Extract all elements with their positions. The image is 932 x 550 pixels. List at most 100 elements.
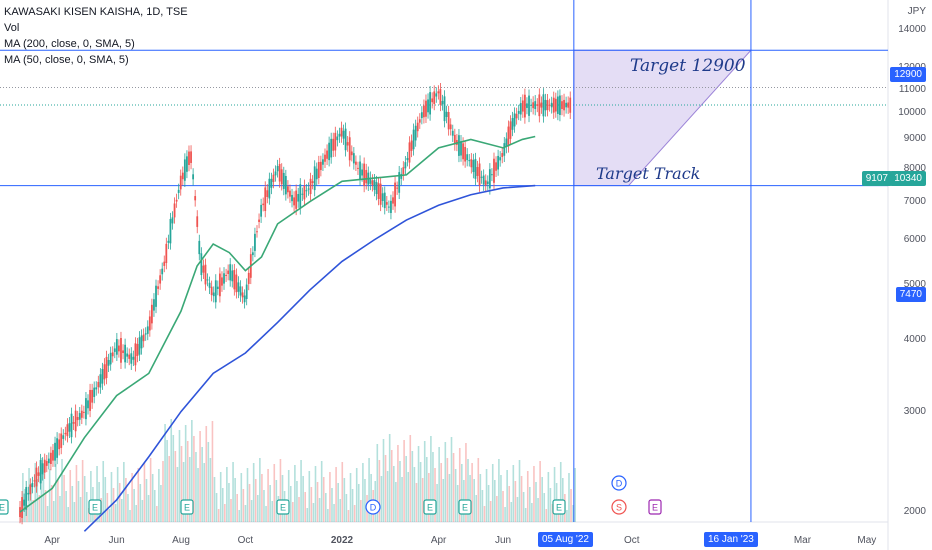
legend-ma50[interactable]: MA (50, close, 0, SMA, 5) bbox=[4, 54, 129, 66]
candle bbox=[359, 161, 361, 180]
volume-bar bbox=[186, 441, 189, 522]
volume-bar bbox=[349, 473, 352, 522]
chart-legend: KAWASAKI KISEN KAISHA, 1D, TSE Vol MA (2… bbox=[4, 4, 188, 68]
volume-bar bbox=[42, 474, 45, 522]
candle bbox=[33, 480, 36, 482]
event-marker-label: E bbox=[556, 503, 562, 513]
candle bbox=[515, 113, 518, 119]
candle bbox=[233, 270, 236, 290]
legend-ma200[interactable]: MA (200, close, 0, SMA, 5) bbox=[4, 38, 135, 50]
volume-bar bbox=[448, 474, 451, 522]
volume-bar bbox=[203, 463, 206, 522]
volume-bar bbox=[347, 510, 350, 522]
volume-bar bbox=[345, 494, 348, 522]
volume-bar bbox=[69, 470, 72, 522]
candle bbox=[140, 335, 143, 349]
candle bbox=[375, 182, 378, 195]
candle bbox=[317, 161, 320, 178]
candle bbox=[414, 125, 417, 141]
candle bbox=[332, 138, 335, 151]
volume-bar bbox=[123, 462, 125, 522]
candle bbox=[237, 282, 240, 292]
volume-bar bbox=[61, 459, 63, 522]
volume-bar bbox=[306, 508, 309, 522]
volume-bar bbox=[572, 505, 574, 522]
volume-bar bbox=[71, 486, 74, 522]
candle bbox=[392, 197, 394, 204]
volume-bar bbox=[75, 465, 78, 522]
volume-bar bbox=[77, 481, 80, 522]
legend-vol[interactable]: Vol bbox=[4, 22, 20, 34]
volume-bar bbox=[102, 461, 105, 522]
candle bbox=[330, 138, 333, 158]
volume-bar bbox=[547, 472, 550, 522]
volume-bar bbox=[411, 451, 414, 522]
candle bbox=[282, 172, 285, 189]
event-marker-label: E bbox=[427, 503, 433, 513]
volume-bar bbox=[436, 484, 438, 522]
volume-bar bbox=[351, 489, 354, 522]
candle bbox=[208, 282, 211, 288]
volume-bar bbox=[188, 457, 191, 522]
candle bbox=[169, 218, 172, 244]
candle bbox=[165, 243, 168, 264]
candle bbox=[474, 158, 477, 179]
candle bbox=[136, 343, 139, 357]
candle bbox=[427, 99, 429, 113]
candle bbox=[377, 183, 380, 199]
volume-bar bbox=[314, 466, 317, 522]
candle bbox=[338, 133, 341, 137]
volume-bar bbox=[498, 459, 500, 522]
volume-bar bbox=[384, 455, 387, 522]
volume-bar bbox=[353, 505, 356, 522]
volume-bar bbox=[199, 431, 201, 522]
candle bbox=[390, 200, 392, 213]
volume-bar bbox=[380, 476, 383, 522]
volume-bar bbox=[271, 501, 274, 522]
time-tick-label: Jun bbox=[494, 535, 512, 546]
volume-bar bbox=[244, 505, 247, 522]
volume-bar bbox=[450, 437, 453, 522]
candle bbox=[371, 180, 374, 186]
candle bbox=[120, 338, 122, 363]
volume-bar bbox=[574, 468, 576, 522]
candle bbox=[258, 219, 260, 222]
ma200-line bbox=[83, 184, 536, 532]
candle bbox=[554, 98, 557, 112]
candle bbox=[556, 96, 559, 114]
volume-bar bbox=[63, 475, 65, 522]
candle bbox=[544, 99, 547, 111]
candle bbox=[241, 292, 244, 298]
event-marker bbox=[552, 499, 566, 515]
candle bbox=[406, 157, 409, 161]
volume-bar bbox=[292, 502, 294, 522]
volume-bar bbox=[393, 466, 395, 522]
candle bbox=[546, 100, 549, 111]
volume-bar bbox=[477, 458, 480, 522]
volume-bar bbox=[434, 468, 436, 522]
volume-bar bbox=[423, 441, 426, 522]
volume-bar bbox=[510, 502, 513, 522]
candle bbox=[210, 286, 213, 296]
volume-bar bbox=[162, 461, 164, 522]
volume-bar bbox=[197, 468, 199, 522]
candle bbox=[268, 178, 271, 199]
volume-bar bbox=[294, 465, 296, 522]
candle bbox=[324, 154, 326, 162]
price-tick-label: 4000 bbox=[903, 334, 926, 346]
volume-bar bbox=[133, 489, 135, 522]
candle bbox=[37, 472, 40, 476]
volume-bar bbox=[401, 477, 403, 522]
volume-bar bbox=[137, 468, 140, 522]
candle bbox=[501, 153, 504, 157]
candle bbox=[472, 159, 475, 173]
event-marker bbox=[0, 499, 9, 515]
candle bbox=[115, 339, 118, 355]
candle bbox=[334, 132, 337, 151]
candle bbox=[223, 273, 225, 284]
volume-bar bbox=[141, 500, 144, 522]
legend-symbol[interactable]: KAWASAKI KISEN KAISHA, 1D, TSE bbox=[4, 6, 188, 18]
candle bbox=[369, 177, 372, 184]
